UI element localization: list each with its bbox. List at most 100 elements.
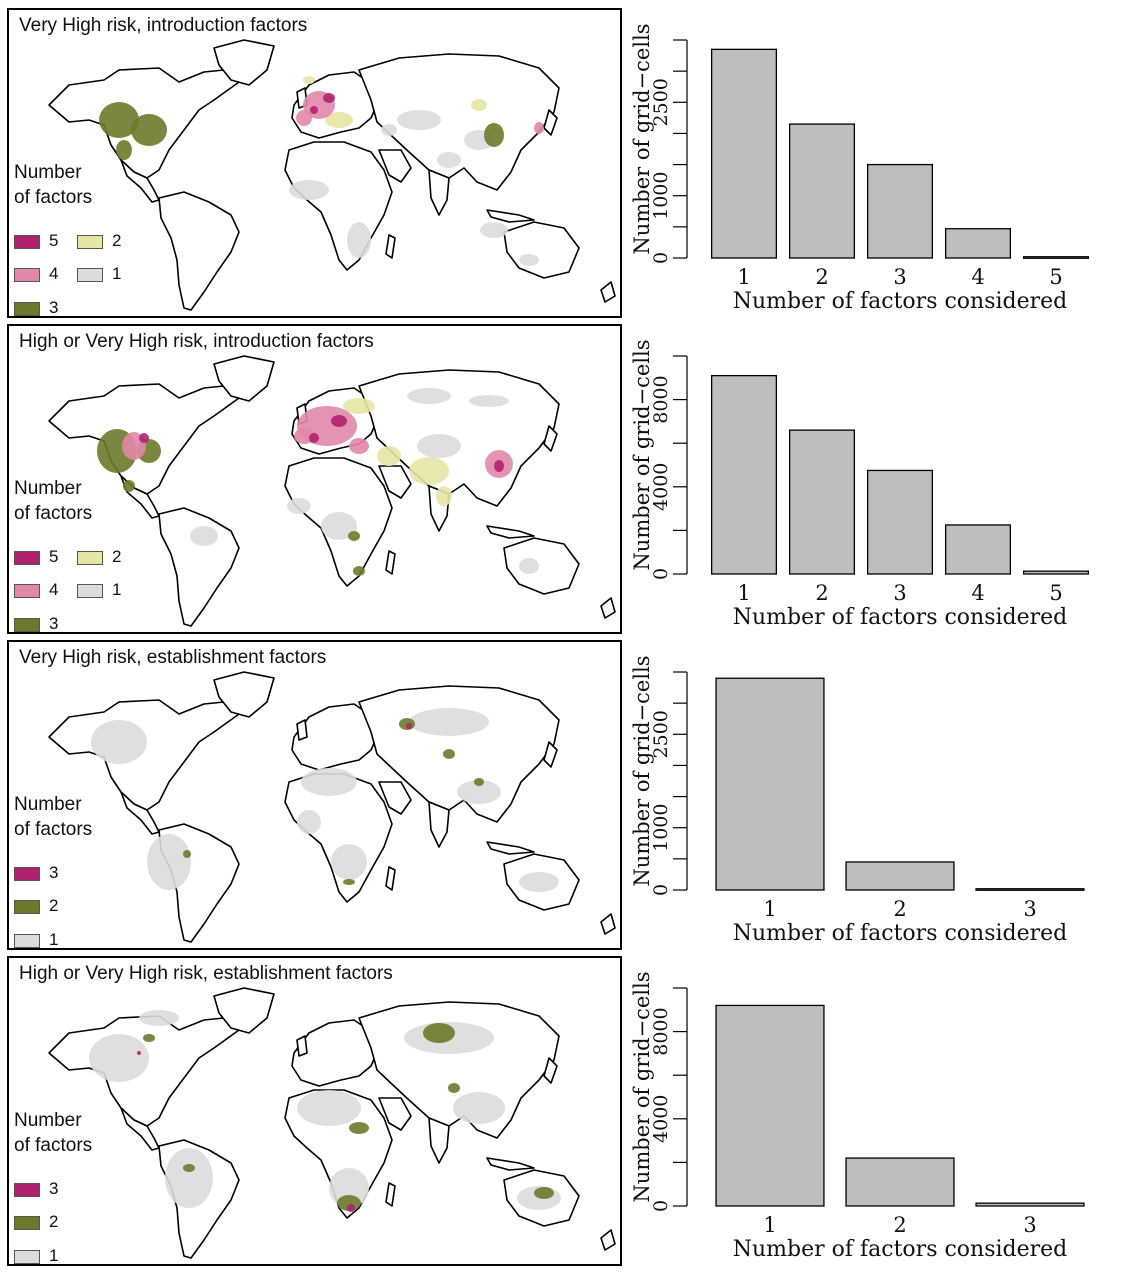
world-map-drawing: [48, 355, 616, 627]
world-map: Very High risk, establishment factors Num…: [7, 640, 622, 950]
legend-label: 2: [112, 231, 122, 250]
continent-outline: [600, 597, 616, 619]
bar-3: [866, 469, 934, 575]
legend-item: 1: [14, 1246, 58, 1264]
risk-area-est_one: [519, 872, 559, 892]
legend-label: 4: [49, 580, 59, 599]
risk-area-two: [303, 76, 315, 84]
y-tick-label: 0: [650, 1200, 672, 1212]
x-tick-label: 2: [815, 581, 828, 605]
legend-label: 3: [49, 863, 59, 882]
continent-outline: [296, 1035, 308, 1057]
risk-area-five: [139, 433, 149, 443]
x-tick-label: 4: [971, 265, 984, 289]
continent-outline: [600, 913, 616, 935]
risk-area-one: [407, 388, 451, 404]
risk-area-two: [436, 486, 452, 506]
legend-title-line: of factors: [14, 187, 93, 208]
continent-outline: [48, 699, 240, 811]
continent-outline: [486, 841, 535, 855]
legend-item: 3: [14, 863, 58, 883]
y-axis-label: Number of grid−cells: [630, 655, 654, 886]
legend-title: Number of factors: [14, 1108, 92, 1158]
continent-outline: [291, 71, 380, 139]
bar-2: [788, 123, 856, 259]
legend-label: 5: [49, 547, 59, 566]
risk-area-one: [469, 395, 509, 407]
risk-area-three_intro: [348, 531, 360, 541]
risk-area-three_intro: [353, 566, 365, 576]
x-tick-label: 2: [893, 897, 906, 921]
risk-area-one: [480, 222, 508, 238]
bar-1: [710, 374, 778, 575]
legend-item: 2: [14, 1212, 58, 1232]
risk-area-one: [437, 152, 461, 168]
y-tick-label: 4000: [650, 463, 672, 511]
risk-area-est_one: [409, 708, 489, 736]
x-tick-label: 3: [1023, 1213, 1036, 1237]
world-map: Very High risk, introduction factors Numb…: [7, 8, 622, 318]
legend-label: 2: [112, 547, 122, 566]
risk-area-est_one: [297, 1090, 361, 1126]
continent-outline: [158, 507, 240, 627]
continent-outline: [428, 1117, 450, 1164]
y-tick-label: 1000: [650, 804, 672, 852]
legend-label: 3: [49, 614, 59, 633]
legend-item: 4: [14, 264, 58, 284]
x-tick-label: 2: [893, 1213, 906, 1237]
legend-label: 4: [49, 264, 59, 283]
legend-swatch: [14, 866, 40, 881]
risk-area-five: [310, 106, 318, 114]
risk-area-est_two: [474, 778, 484, 786]
legend-item: 2: [77, 547, 121, 567]
legend-item: 4: [14, 580, 58, 600]
legend-swatch: [77, 234, 103, 249]
risk-area-two: [471, 99, 487, 111]
y-tick-label: 0: [650, 884, 672, 896]
legend-item: 5: [14, 547, 58, 567]
legend-item: 2: [77, 231, 121, 251]
risk-area-est_one: [329, 1168, 369, 1208]
risk-area-est_two: [183, 1164, 195, 1172]
x-axis-label: Number of factors considered: [733, 605, 1068, 630]
x-tick-label: 3: [893, 265, 906, 289]
legend-title-line: Number: [14, 794, 82, 815]
x-tick-label: 1: [763, 1213, 776, 1237]
legend-item: 3: [14, 298, 58, 316]
legend-swatch: [14, 267, 40, 282]
x-tick-label: 3: [893, 581, 906, 605]
legend-title-line: of factors: [14, 503, 93, 524]
continent-outline: [428, 801, 450, 848]
bar-5: [1022, 570, 1090, 575]
y-tick-label: 8000: [650, 1007, 672, 1055]
y-tick-label: 0: [650, 252, 672, 264]
risk-area-three_intro: [116, 140, 132, 160]
risk-area-est_three: [347, 1204, 355, 1212]
risk-area-est_one: [331, 844, 367, 880]
risk-area-one: [519, 558, 539, 574]
continent-outline: [486, 525, 535, 539]
continent-outline: [213, 987, 275, 1034]
world-map-drawing: [48, 987, 616, 1259]
risk-area-est_two: [143, 1034, 155, 1042]
figure-panel: Very High risk, introduction factors Numb…: [0, 8, 1135, 324]
risk-area-est_one: [91, 720, 147, 764]
continent-outline: [378, 1097, 412, 1131]
bar-4: [944, 524, 1012, 575]
continent-outline: [296, 719, 308, 741]
risk-area-one: [417, 434, 461, 458]
continent-outline: [378, 781, 412, 815]
x-tick-label: 5: [1049, 581, 1062, 605]
bar-1: [715, 677, 825, 891]
risk-area-est_two: [337, 1195, 361, 1211]
risk-area-two: [377, 446, 401, 466]
map-title: High or Very High risk, introduction fac…: [19, 331, 374, 352]
x-tick-label: 1: [737, 581, 750, 605]
risk-area-est_three: [137, 1051, 141, 1055]
x-axis-label: Number of factors considered: [733, 1237, 1068, 1262]
risk-area-est_one: [147, 834, 191, 890]
risk-area-est_two: [448, 1083, 460, 1093]
